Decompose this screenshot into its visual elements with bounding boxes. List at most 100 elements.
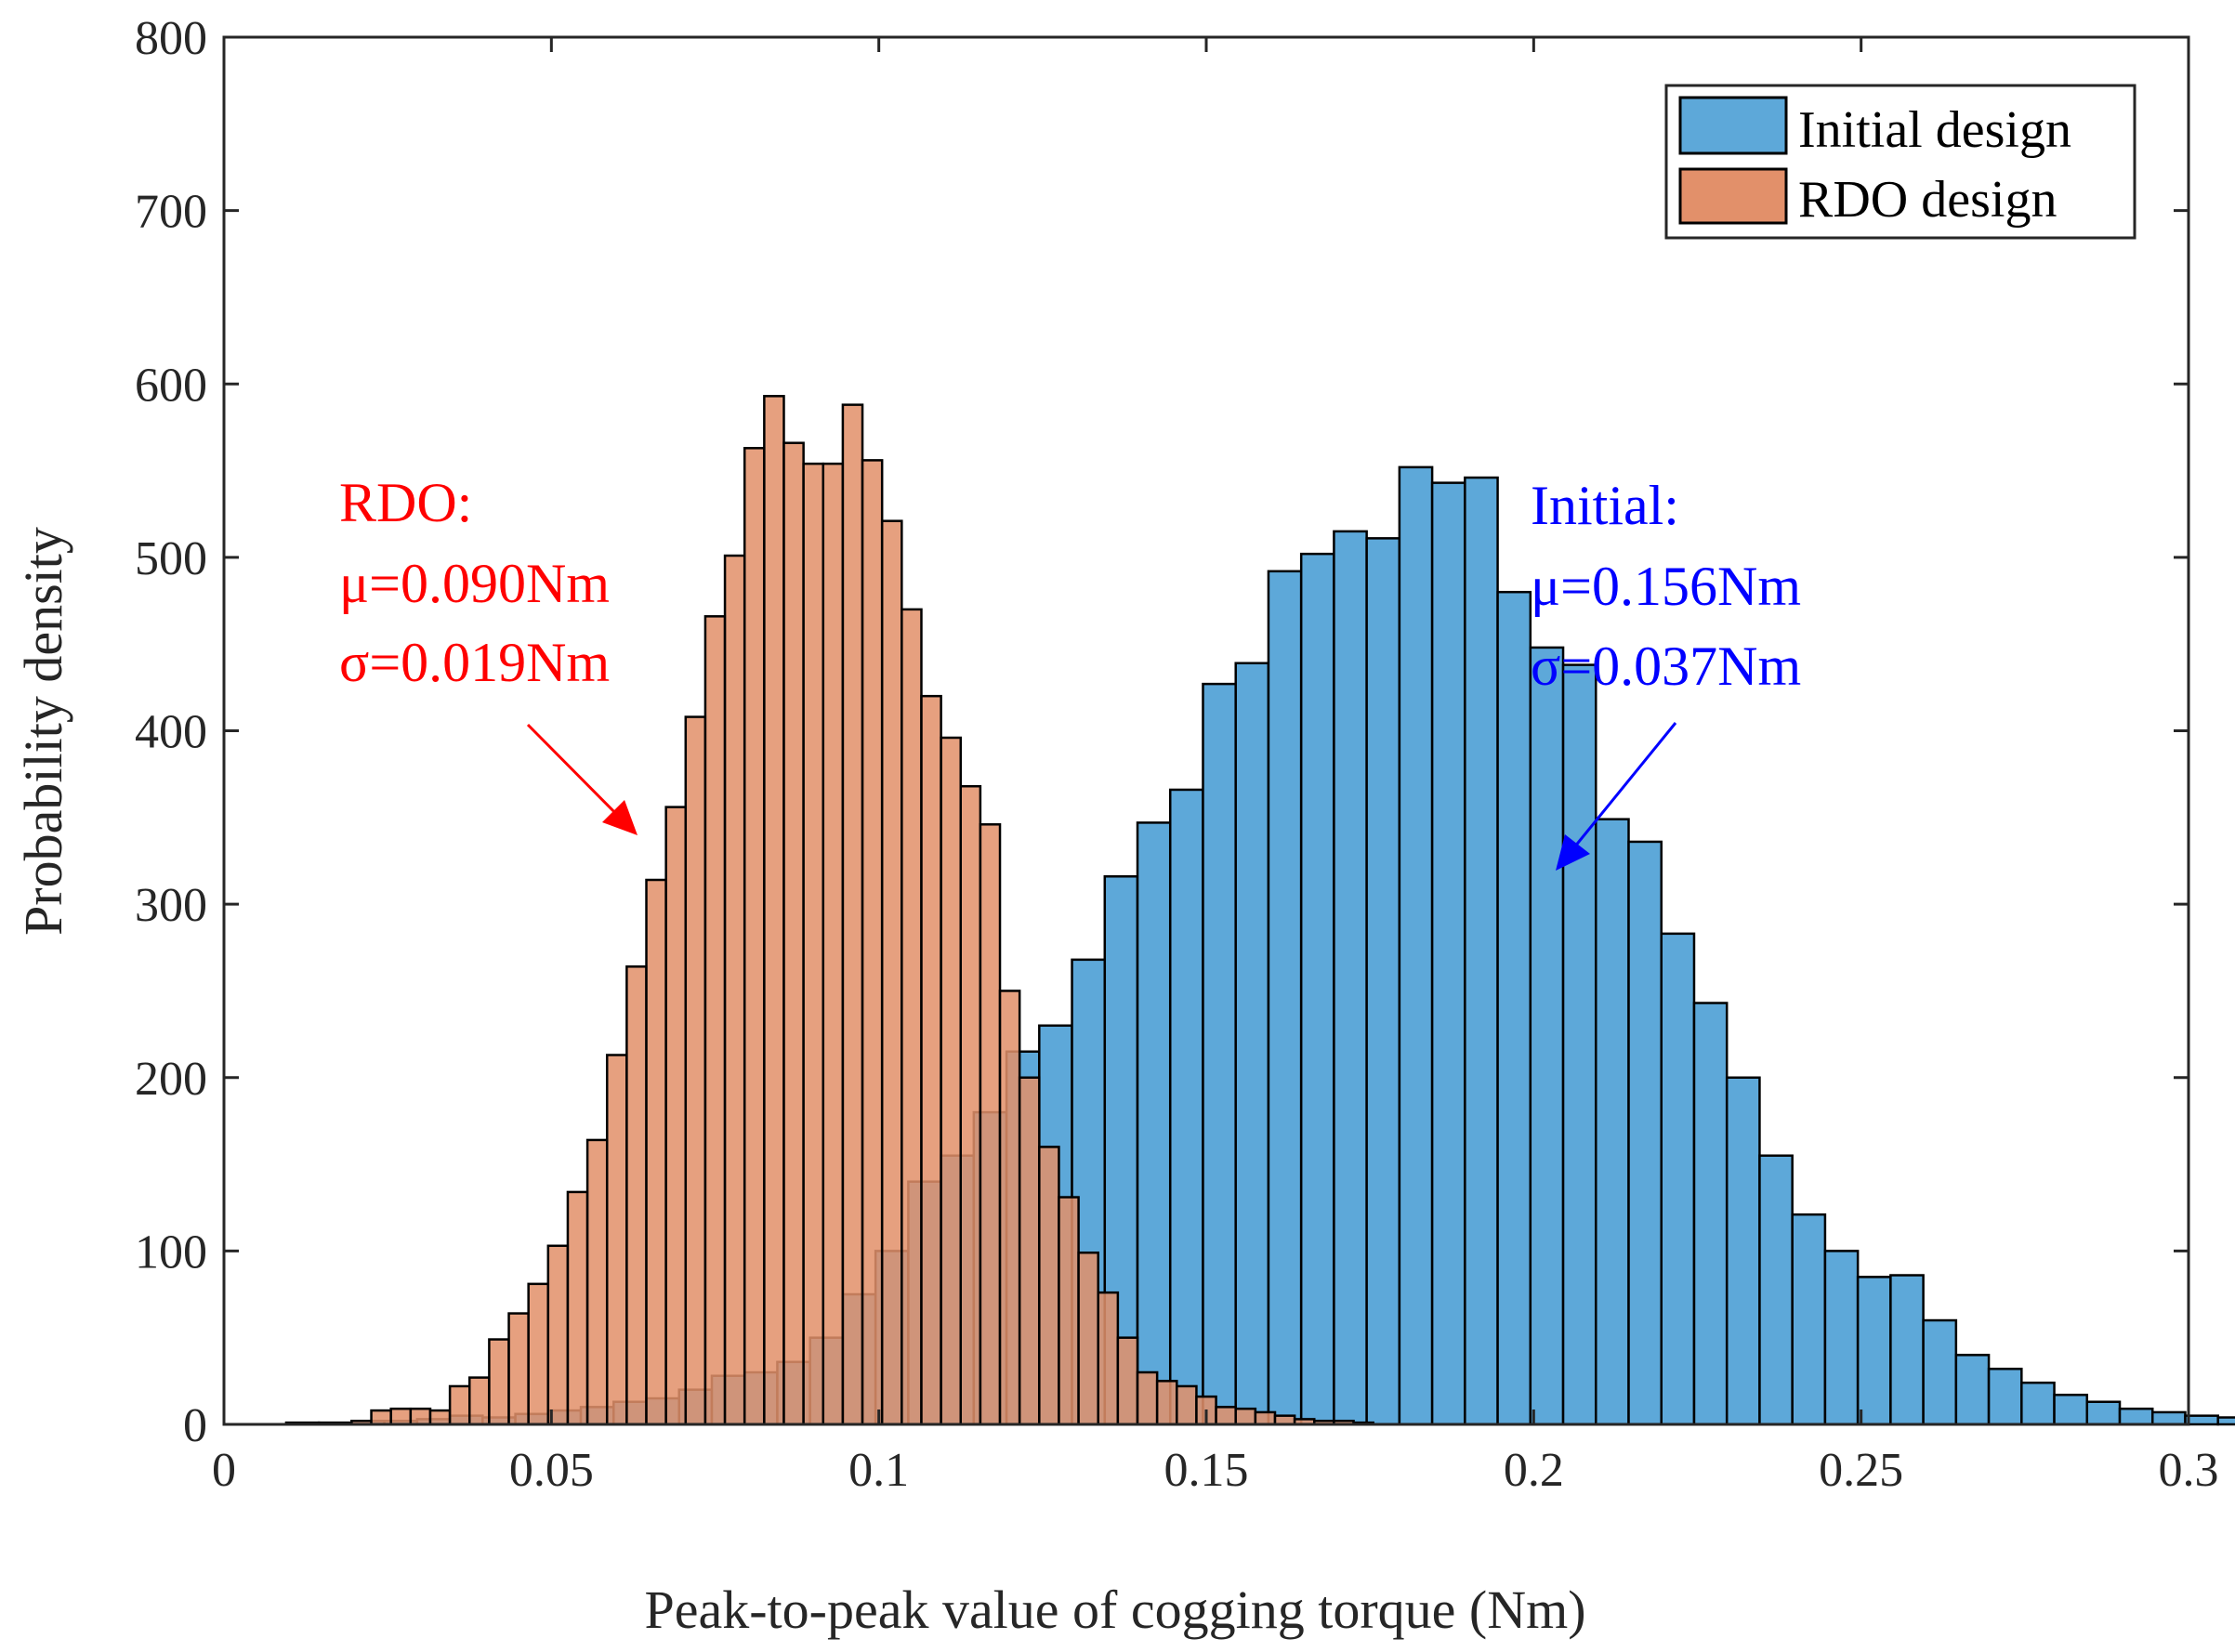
x-tick-label: 0.1: [848, 1444, 909, 1497]
rdo-bar: [782, 441, 805, 1426]
initial-bar: [2085, 1400, 2122, 1426]
initial-bar: [1627, 840, 1663, 1426]
initial-bar: [1595, 818, 1630, 1426]
y-tick-label: 400: [135, 706, 207, 759]
rdo-bar: [409, 1407, 432, 1426]
initial-bar: [1660, 932, 1696, 1426]
x-axis-title: Peak-to-peak value of cogging torque (Nm…: [644, 1580, 1585, 1640]
initial-stats-annotation: Initial: μ=0.156Nm σ=0.037Nm: [1531, 475, 1801, 871]
y-tick-label: 700: [135, 186, 207, 239]
rdo-bar: [998, 990, 1021, 1426]
initial-bar: [2150, 1410, 2187, 1426]
rdo-bar: [428, 1409, 452, 1426]
y-tick-label: 800: [135, 12, 207, 65]
rdo-bar: [370, 1409, 392, 1426]
x-tick-label: 0: [212, 1444, 236, 1497]
rdo-bar: [763, 395, 785, 1426]
rdo-bar: [979, 823, 1002, 1426]
initial-bar: [1791, 1213, 1827, 1426]
initial-bar: [1496, 590, 1532, 1426]
rdo-bar: [625, 965, 648, 1426]
rdo-bar: [743, 447, 766, 1426]
legend: Initial design RDO design: [1664, 84, 2136, 240]
initial-bar: [1561, 663, 1597, 1426]
legend-label-rdo: RDO design: [1798, 171, 2057, 229]
x-tick-label: 0.25: [1819, 1444, 1903, 1497]
rdo-bar: [1136, 1370, 1159, 1426]
initial-bar: [1398, 465, 1434, 1426]
rdo-bar: [1097, 1291, 1120, 1426]
rdo-arrow-head: [602, 800, 638, 835]
x-tick-label: 0.3: [2159, 1444, 2219, 1497]
rdo-bar: [1176, 1384, 1198, 1426]
initial-bar: [1692, 1002, 1729, 1426]
rdo-bar: [959, 784, 982, 1426]
initial-bar: [1234, 662, 1270, 1426]
initial-bar: [1758, 1154, 1794, 1426]
rdo-bar: [703, 615, 727, 1426]
rdo-bar: [1077, 1251, 1099, 1426]
y-tick-label: 0: [183, 1399, 207, 1452]
rdo-bar: [920, 694, 942, 1426]
y-axis-title: Probability density: [13, 527, 73, 936]
rdo-bar: [802, 462, 825, 1426]
rdo-annotation-mean: μ=0.090Nm: [339, 553, 610, 614]
rdo-bar: [1116, 1336, 1139, 1426]
initial-bar: [1299, 552, 1335, 1426]
initial-bar: [1725, 1076, 1761, 1426]
initial-arrow-head: [1556, 834, 1590, 871]
rdo-bar: [861, 459, 884, 1426]
initial-bar: [2216, 1416, 2235, 1426]
x-tick-label: 0.15: [1164, 1444, 1249, 1497]
initial-annotation-std: σ=0.037Nm: [1531, 636, 1801, 697]
initial-bar: [1823, 1250, 1860, 1426]
rdo-bar: [605, 1054, 628, 1426]
y-tick-label: 100: [135, 1226, 207, 1278]
initial-bar: [1922, 1318, 1958, 1426]
rdo-stats-annotation: RDO: μ=0.090Nm σ=0.019Nm: [339, 472, 638, 835]
initial-bar: [1136, 821, 1172, 1426]
y-tick-label: 600: [135, 359, 207, 412]
rdo-bar: [940, 736, 962, 1426]
rdo-bar: [664, 806, 688, 1426]
initial-bar: [1365, 537, 1401, 1426]
x-tick-label: 0.05: [509, 1444, 594, 1497]
legend-swatch-initial: [1678, 96, 1788, 155]
rdo-bar: [723, 554, 746, 1426]
rdo-bar: [488, 1338, 510, 1426]
y-tick-label: 300: [135, 879, 207, 932]
initial-bar: [1430, 481, 1466, 1426]
rdo-bar: [901, 608, 923, 1426]
rdo-bar: [1038, 1146, 1060, 1426]
initial-annotation-title: Initial:: [1531, 475, 1679, 536]
rdo-bar: [684, 715, 707, 1426]
initial-bar: [2184, 1414, 2219, 1426]
initial-arrow-line: [1560, 722, 1677, 863]
rdo-annotation-std: σ=0.019Nm: [339, 632, 610, 693]
x-tick-label: 0.2: [1504, 1444, 1564, 1497]
initial-bar: [1168, 788, 1204, 1426]
rdo-bar: [389, 1407, 413, 1426]
rdo-bar: [585, 1138, 609, 1426]
rdo-bar: [1155, 1380, 1178, 1426]
initial-bar: [1889, 1274, 1925, 1426]
rdo-bar: [468, 1376, 491, 1426]
ticks: 0 0.05 0.1 0.15 0.2 0.25 0.3 0 100 200 300 400 500 60…: [135, 12, 2219, 1497]
y-tick-label: 500: [135, 532, 207, 585]
rdo-bar: [822, 462, 845, 1426]
rdo-annotation-title: RDO:: [339, 472, 472, 533]
rdo-bar: [507, 1312, 530, 1426]
initial-bar: [2053, 1394, 2089, 1426]
initial-bar: [1529, 646, 1565, 1426]
rdo-bar: [645, 878, 667, 1426]
initial-bar: [1202, 682, 1237, 1426]
rdo-bar: [880, 519, 903, 1426]
initial-annotation-mean: μ=0.156Nm: [1531, 556, 1801, 617]
rdo-bar: [566, 1190, 589, 1426]
rdo-bar: [1215, 1406, 1237, 1426]
legend-swatch-rdo: [1678, 167, 1788, 225]
initial-bar: [1856, 1276, 1892, 1426]
initial-bar: [2020, 1381, 2056, 1426]
rdo-bar: [1058, 1196, 1080, 1426]
